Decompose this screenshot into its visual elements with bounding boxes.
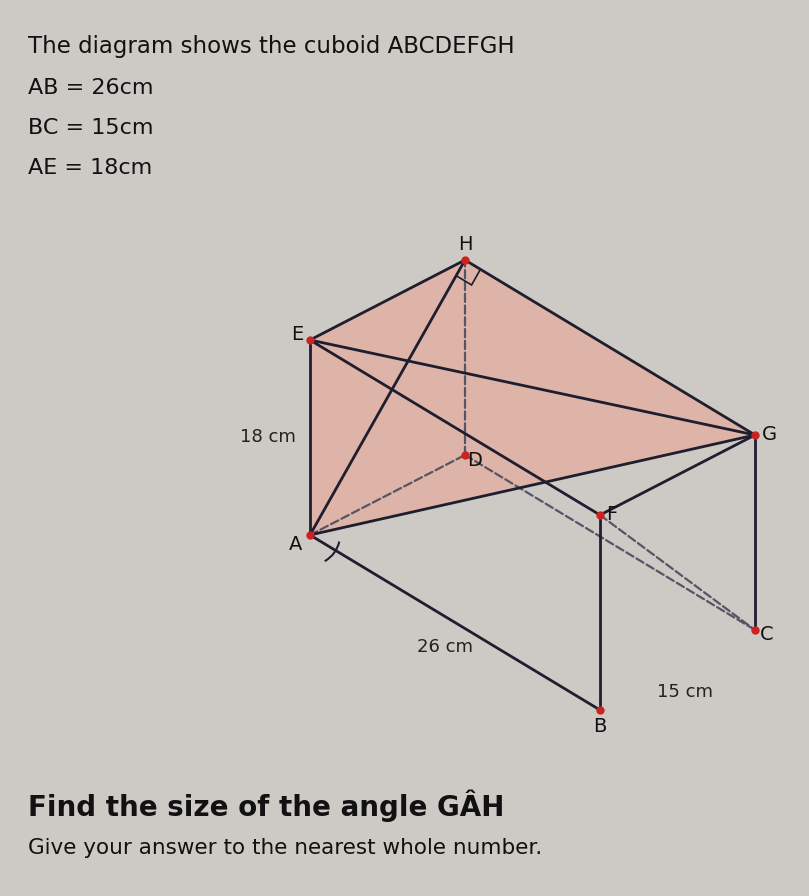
Text: G: G <box>761 426 777 444</box>
Text: B: B <box>593 717 607 736</box>
Text: Find the size of the angle GÂH: Find the size of the angle GÂH <box>28 790 504 823</box>
Text: The diagram shows the cuboid ABCDEFGH: The diagram shows the cuboid ABCDEFGH <box>28 35 515 58</box>
Text: A: A <box>290 536 303 555</box>
Text: AB = 26cm: AB = 26cm <box>28 78 154 98</box>
Text: 15 cm: 15 cm <box>658 683 714 701</box>
Text: C: C <box>760 625 774 643</box>
Text: H: H <box>458 236 472 254</box>
Text: BC = 15cm: BC = 15cm <box>28 118 154 138</box>
Text: 18 cm: 18 cm <box>240 428 296 446</box>
Polygon shape <box>310 260 755 535</box>
Text: Give your answer to the nearest whole number.: Give your answer to the nearest whole nu… <box>28 838 542 858</box>
Text: F: F <box>607 505 617 524</box>
Text: E: E <box>291 325 303 344</box>
Text: 26 cm: 26 cm <box>417 639 473 657</box>
Text: AE = 18cm: AE = 18cm <box>28 158 152 178</box>
Polygon shape <box>310 260 465 535</box>
Text: D: D <box>468 452 482 470</box>
